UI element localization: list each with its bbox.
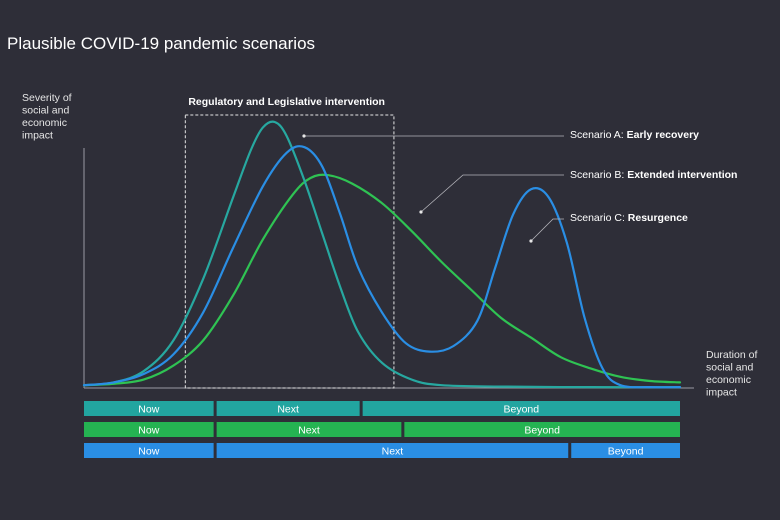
annotation-label-1: Scenario A: Early recovery — [570, 129, 699, 141]
annotation-dot-3 — [529, 239, 533, 243]
y-axis-label-line: impact — [22, 130, 53, 142]
intervention-box-group: Regulatory and Legislative intervention — [184, 96, 395, 389]
y-axis-label-line: social and — [22, 105, 69, 117]
x-axis-label: Duration of social and economic impact — [706, 349, 757, 399]
annotation-prefix: Scenario A: — [570, 129, 627, 141]
axis-labels: Severity of social and economic impactDurat… — [22, 92, 757, 399]
series-lines — [82, 120, 682, 389]
y-axis-label-line: economic — [22, 117, 67, 129]
intervention-box-label: Regulatory and Legislative intervention — [188, 96, 385, 108]
timeline-segment-label: Beyond — [524, 424, 560, 436]
timeline-row-1: Now Next Beyond — [84, 401, 680, 416]
timeline-segment-label: Beyond — [504, 403, 540, 415]
timeline-segment-beyond — [571, 443, 680, 458]
series-line-scenario-c — [82, 173, 682, 387]
page-title: Plausible COVID-19 pandemic scenarios — [7, 34, 316, 53]
x-axis-label-line: social and — [706, 362, 753, 374]
timeline-segment-label: Next — [382, 445, 404, 457]
timeline-segment-now — [84, 443, 214, 458]
timeline-segment-beyond — [362, 401, 680, 416]
timeline-segment-label: Beyond — [608, 445, 644, 457]
intervention-box — [184, 114, 395, 389]
x-axis-label-line: impact — [706, 387, 737, 399]
timeline-segment-next — [216, 401, 360, 416]
annotation-bold: Extended intervention — [627, 169, 737, 181]
annotation-dot-2 — [419, 210, 423, 214]
timeline-segment-now — [84, 401, 214, 416]
annotation-leader-2 — [420, 174, 564, 213]
annotation-dot-1 — [302, 134, 306, 138]
timeline-segment-label: Next — [298, 424, 320, 436]
timeline-segment-label: Next — [277, 403, 299, 415]
series-line-scenario-b — [82, 145, 682, 389]
timeline-segment-beyond — [404, 422, 680, 437]
timeline-segment-next — [216, 422, 402, 437]
annotation-bold: Resurgence — [628, 212, 688, 224]
annotations: Scenario A: Early recovery Scenario B: Ex… — [302, 129, 737, 243]
y-axis-label-line: Severity of — [22, 92, 72, 104]
series-line-scenario-a — [82, 120, 682, 389]
x-axis-label-line: economic — [706, 374, 751, 386]
annotation-prefix: Scenario B: — [570, 169, 627, 181]
annotation-label-3: Scenario C: Resurgence — [570, 212, 688, 224]
annotation-bold: Early recovery — [627, 129, 700, 141]
annotation-label-2: Scenario B: Extended intervention — [570, 169, 737, 181]
timeline-bars: Now Next Beyond Now Next Beyond Now Next Beyond — [84, 401, 680, 458]
timeline-segment-label: Now — [138, 403, 159, 415]
annotation-leader-3 — [530, 218, 564, 242]
timeline-segment-now — [84, 422, 214, 437]
annotation-prefix: Scenario C: — [570, 212, 628, 224]
timeline-row-3: Now Next Beyond — [84, 443, 680, 458]
timeline-segment-label: Now — [138, 424, 159, 436]
y-axis-label: Severity of social and economic impact — [22, 92, 72, 142]
timeline-row-2: Now Next Beyond — [84, 422, 680, 437]
timeline-segment-label: Now — [138, 445, 159, 457]
x-axis-label-line: Duration of — [706, 349, 757, 361]
timeline-segment-next — [216, 443, 569, 458]
